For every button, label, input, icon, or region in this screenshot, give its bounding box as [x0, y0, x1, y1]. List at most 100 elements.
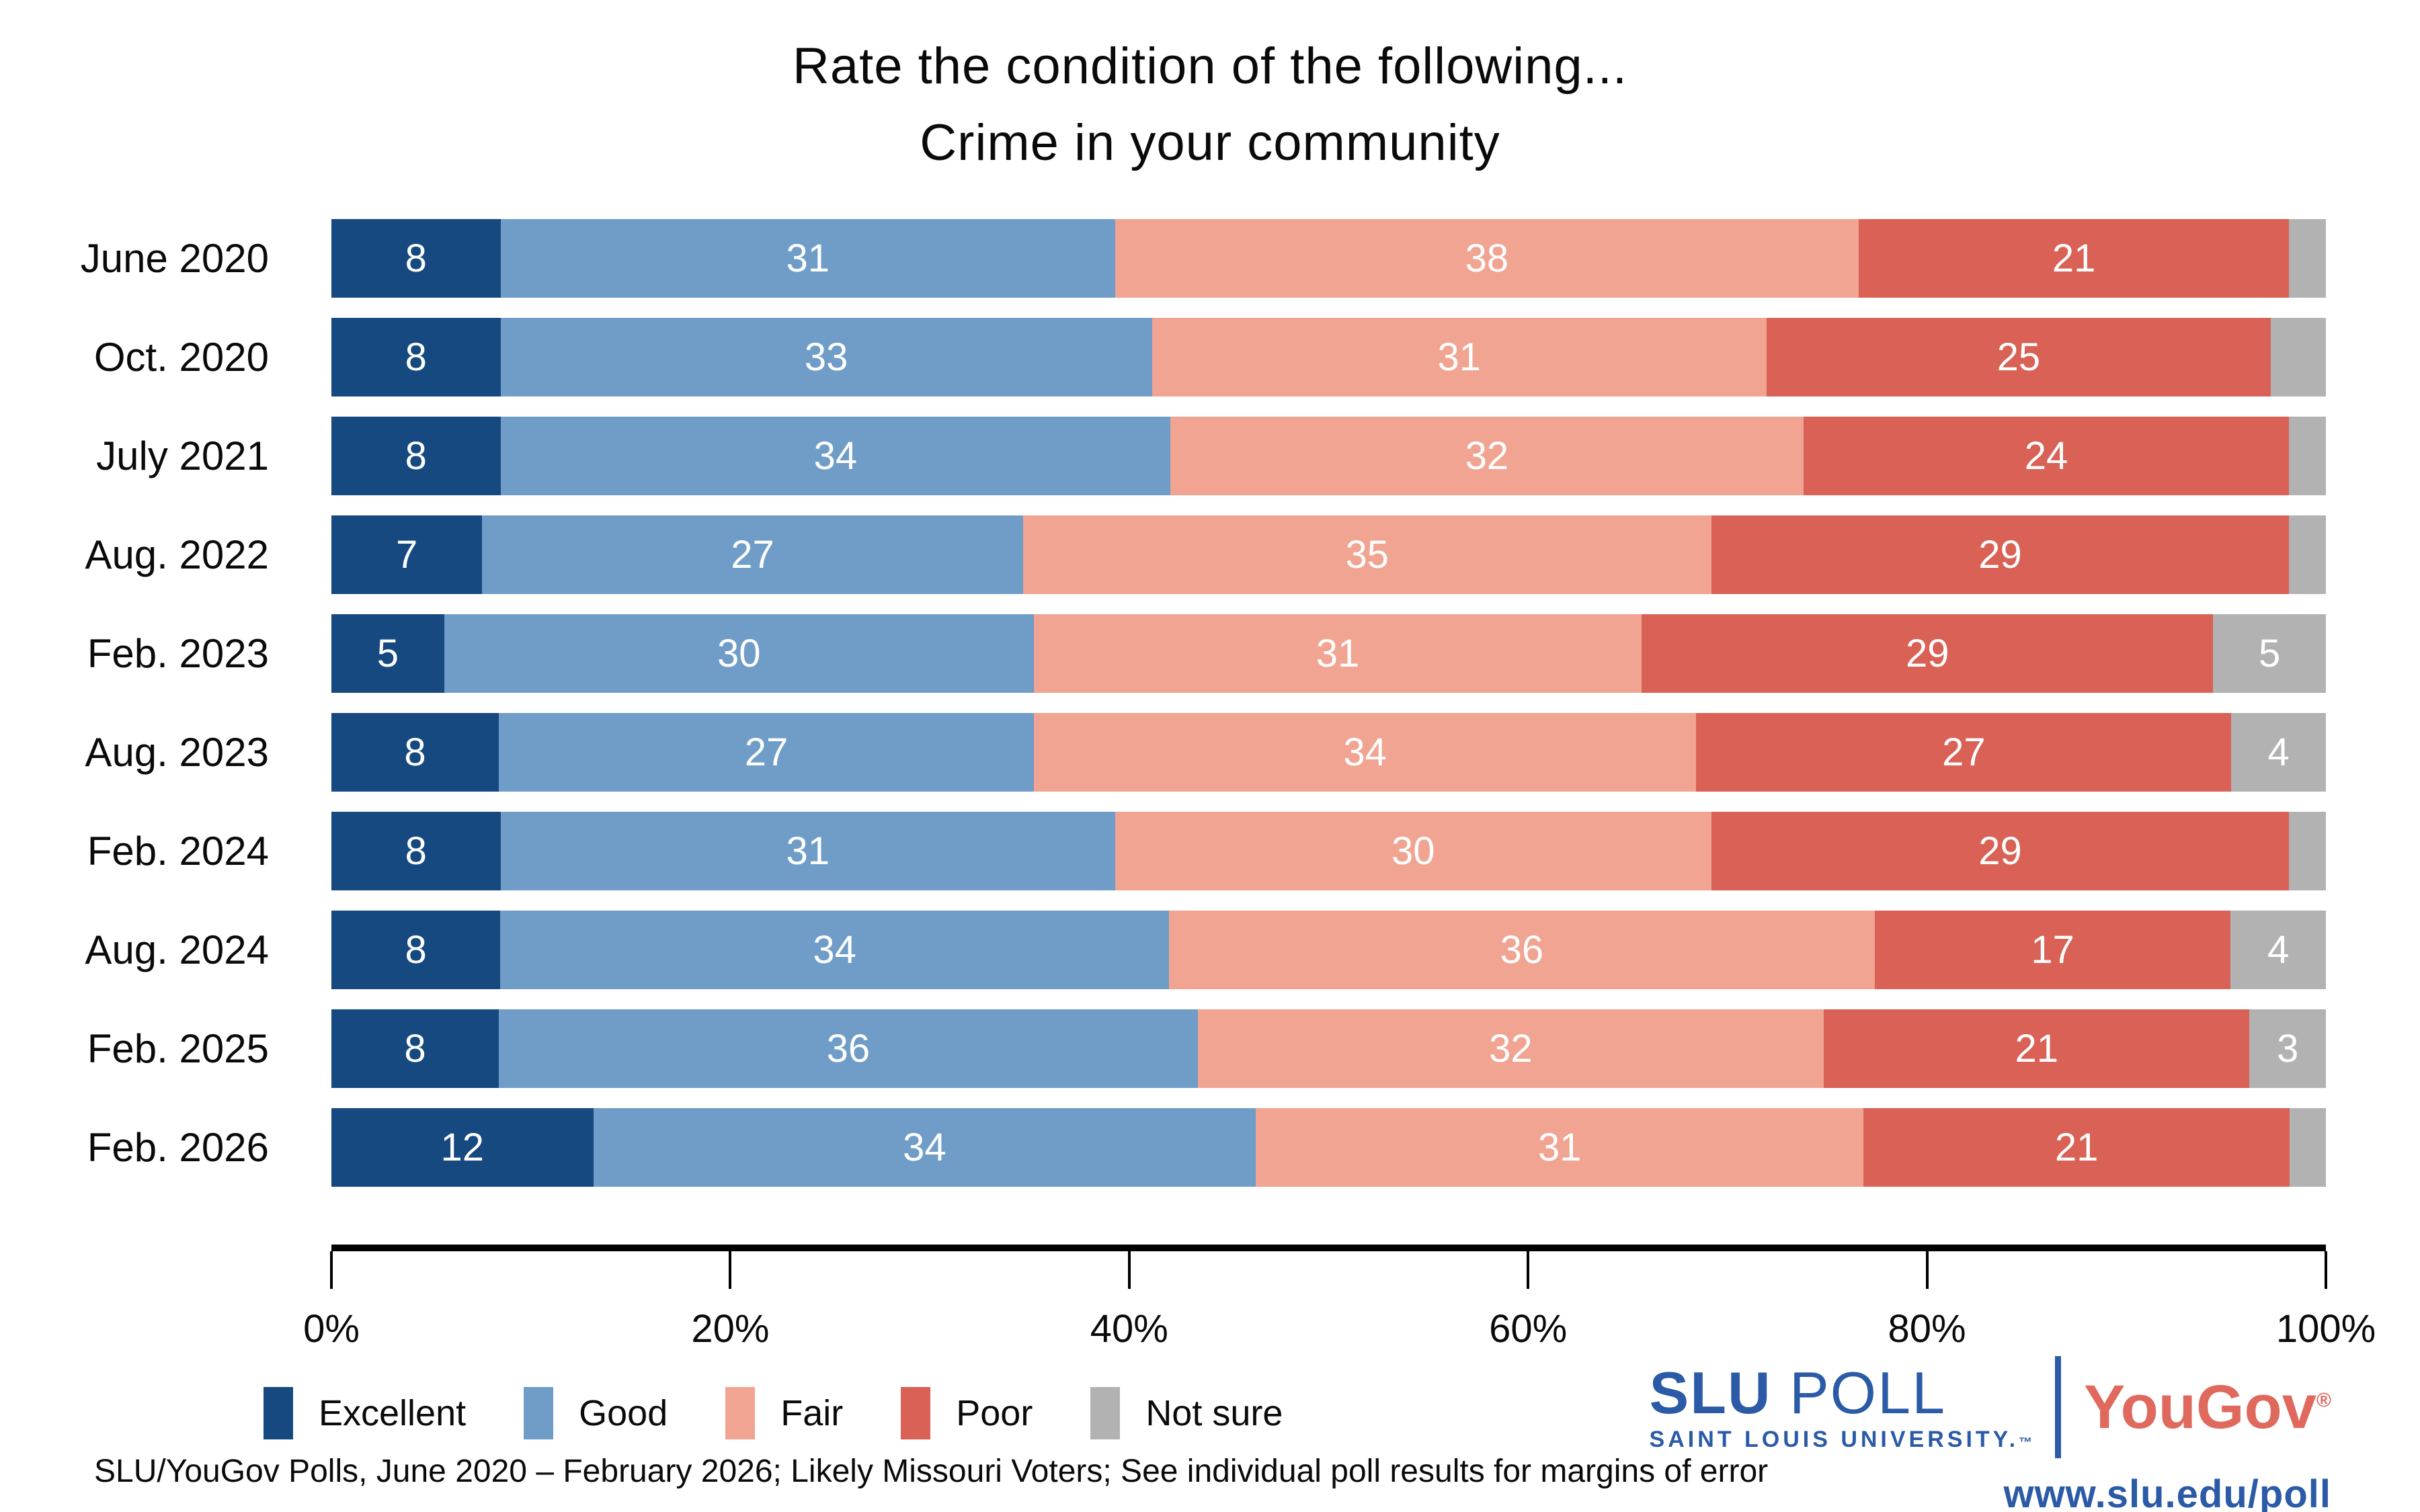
axis-tick-label-80%: 80%: [1888, 1307, 1966, 1351]
segment-value: 12: [440, 1125, 485, 1169]
segment-value: 31: [1538, 1125, 1582, 1169]
university-text: SAINT LOUIS UNIVERSITY.: [1649, 1427, 2019, 1452]
segment-value: 33: [804, 335, 848, 379]
segment-fair: 35: [1022, 515, 1711, 594]
segment-value: 30: [717, 631, 761, 675]
segment-poor: 17: [1874, 911, 2231, 989]
x-axis: 0% 20% 40% 60% 80% 100%: [303, 1245, 2376, 1351]
segment-value: 30: [1392, 829, 1435, 873]
legend-swatch-poor: [901, 1387, 931, 1439]
poll-word: POLL: [1771, 1359, 1947, 1426]
segment-value: 36: [826, 1026, 871, 1070]
category-label-2: July 2021: [96, 433, 269, 478]
source-note: SLU/YouGov Polls, June 2020 – February 2…: [94, 1454, 1769, 1489]
segment-value: 31: [786, 829, 830, 873]
segment-poor: 25: [1766, 318, 2271, 396]
segment-fair: 36: [1169, 911, 1875, 989]
segment-value: 8: [405, 829, 427, 873]
legend-label: Fair: [780, 1393, 844, 1433]
segment-value: 7: [395, 532, 418, 577]
segment-excellent: 8: [331, 318, 501, 396]
chart-row: Feb. 2025 8 36 32 21 3: [67, 1009, 2327, 1088]
axis-tick-label-60%: 60%: [1489, 1307, 1568, 1351]
segment-fair: 34: [1033, 713, 1697, 792]
axis-tick-label-20%: 20%: [691, 1307, 770, 1351]
axis-tick-60%: [1527, 1251, 1530, 1289]
legend-label: Good: [579, 1393, 668, 1433]
segment-value: 34: [1343, 730, 1387, 774]
chart-title: Rate the condition of the following... C…: [0, 28, 2420, 181]
saint-louis-university-label: SAINT LOUIS UNIVERSITY.™: [1650, 1428, 2033, 1451]
segment-value: 21: [2015, 1026, 2059, 1070]
legend-item-poor: Poor: [901, 1387, 1033, 1439]
legend-item-good: Good: [524, 1387, 668, 1439]
segment-value: 8: [405, 335, 427, 379]
chart-row: Aug. 2023 8 27 34 27 4: [67, 713, 2326, 792]
legend-swatch-good: [524, 1387, 554, 1439]
segment-good: 31: [500, 812, 1115, 890]
chart-row: Feb. 2024 8 31 30 29: [67, 812, 2326, 890]
segment-excellent: 8: [331, 713, 499, 792]
chart-row: Aug. 2024 8 34 36 17 4: [67, 911, 2327, 989]
logo-separator-bar: [2055, 1356, 2062, 1458]
axis-tick-100%: [2325, 1251, 2327, 1289]
segment-excellent: 8: [331, 219, 501, 298]
segment-excellent: 8: [331, 911, 501, 989]
slu-poll-url: www.slu.edu/poll: [2003, 1472, 2331, 1512]
stacked-bar-4: 5 30 31 29 5: [331, 614, 2327, 693]
legend: Excellent Good Fair Poor Not sure: [264, 1387, 1283, 1439]
segment-good: 33: [500, 318, 1152, 396]
segment-value: 4: [2267, 730, 2290, 774]
category-label-5: Aug. 2023: [85, 730, 269, 775]
branding-block: SLU POLL SAINT LOUIS UNIVERSITY.™ YouGov…: [1650, 1356, 2331, 1512]
segment-value: 34: [813, 927, 856, 972]
segment-value: 25: [1997, 335, 2041, 379]
segment-good: 34: [500, 417, 1171, 495]
chart-row: July 2021 8 34 32 24: [67, 417, 2327, 495]
category-label-1: Oct. 2020: [93, 335, 269, 380]
segment-value: 17: [2031, 927, 2074, 972]
segment-value: 8: [405, 927, 427, 972]
category-label-9: Feb. 2026: [87, 1125, 269, 1170]
segment-value: 31: [1316, 631, 1360, 675]
stacked-bar-8: 8 36 32 21 3: [331, 1009, 2327, 1088]
segment-value: 8: [404, 1026, 426, 1070]
segment-good: 27: [498, 713, 1034, 792]
chart-row: June 2020 8 31 38 21: [67, 219, 2327, 298]
segment-value: 36: [1500, 927, 1544, 972]
slu-poll-wordmark: SLU POLL: [1650, 1363, 1946, 1423]
segment-excellent: 8: [331, 417, 501, 495]
segment-not-sure: [2270, 318, 2326, 396]
segment-poor: 29: [1642, 614, 2214, 693]
segment-value: 8: [404, 730, 426, 774]
segment-value: 29: [1905, 631, 1949, 675]
segment-value: 34: [813, 433, 858, 478]
segment-not-sure: 3: [2249, 1009, 2327, 1088]
segment-value: 38: [1465, 236, 1509, 280]
segment-not-sure: [2289, 812, 2326, 890]
segment-value: 5: [2259, 631, 2281, 675]
slu-word: SLU: [1649, 1359, 1772, 1426]
chart-title-line2: Crime in your community: [920, 114, 1500, 171]
segment-value: 8: [405, 236, 427, 280]
segment-fair: 30: [1115, 812, 1711, 890]
segment-value: 5: [376, 631, 399, 675]
segment-poor: 29: [1711, 515, 2290, 594]
segment-poor: 29: [1711, 812, 2290, 890]
axis-tick-80%: [1925, 1251, 1929, 1289]
segment-poor: 27: [1696, 713, 2232, 792]
segment-excellent: 8: [331, 1009, 499, 1088]
segment-not-sure: [2289, 417, 2327, 495]
category-label-8: Feb. 2025: [87, 1026, 269, 1071]
segment-value: 32: [1489, 1026, 1533, 1070]
stacked-bar-3: 7 27 35 29: [331, 515, 2327, 594]
stacked-bar-9: 12 34 31 21: [331, 1108, 2326, 1187]
segment-not-sure: 4: [2231, 713, 2326, 792]
segment-value: 27: [1942, 730, 1986, 774]
segment-excellent: 7: [331, 515, 483, 594]
segment-value: 24: [2024, 433, 2068, 478]
segment-good: 36: [498, 1009, 1198, 1088]
trademark-symbol: ™: [2019, 1435, 2033, 1450]
category-label-7: Aug. 2024: [85, 927, 269, 972]
